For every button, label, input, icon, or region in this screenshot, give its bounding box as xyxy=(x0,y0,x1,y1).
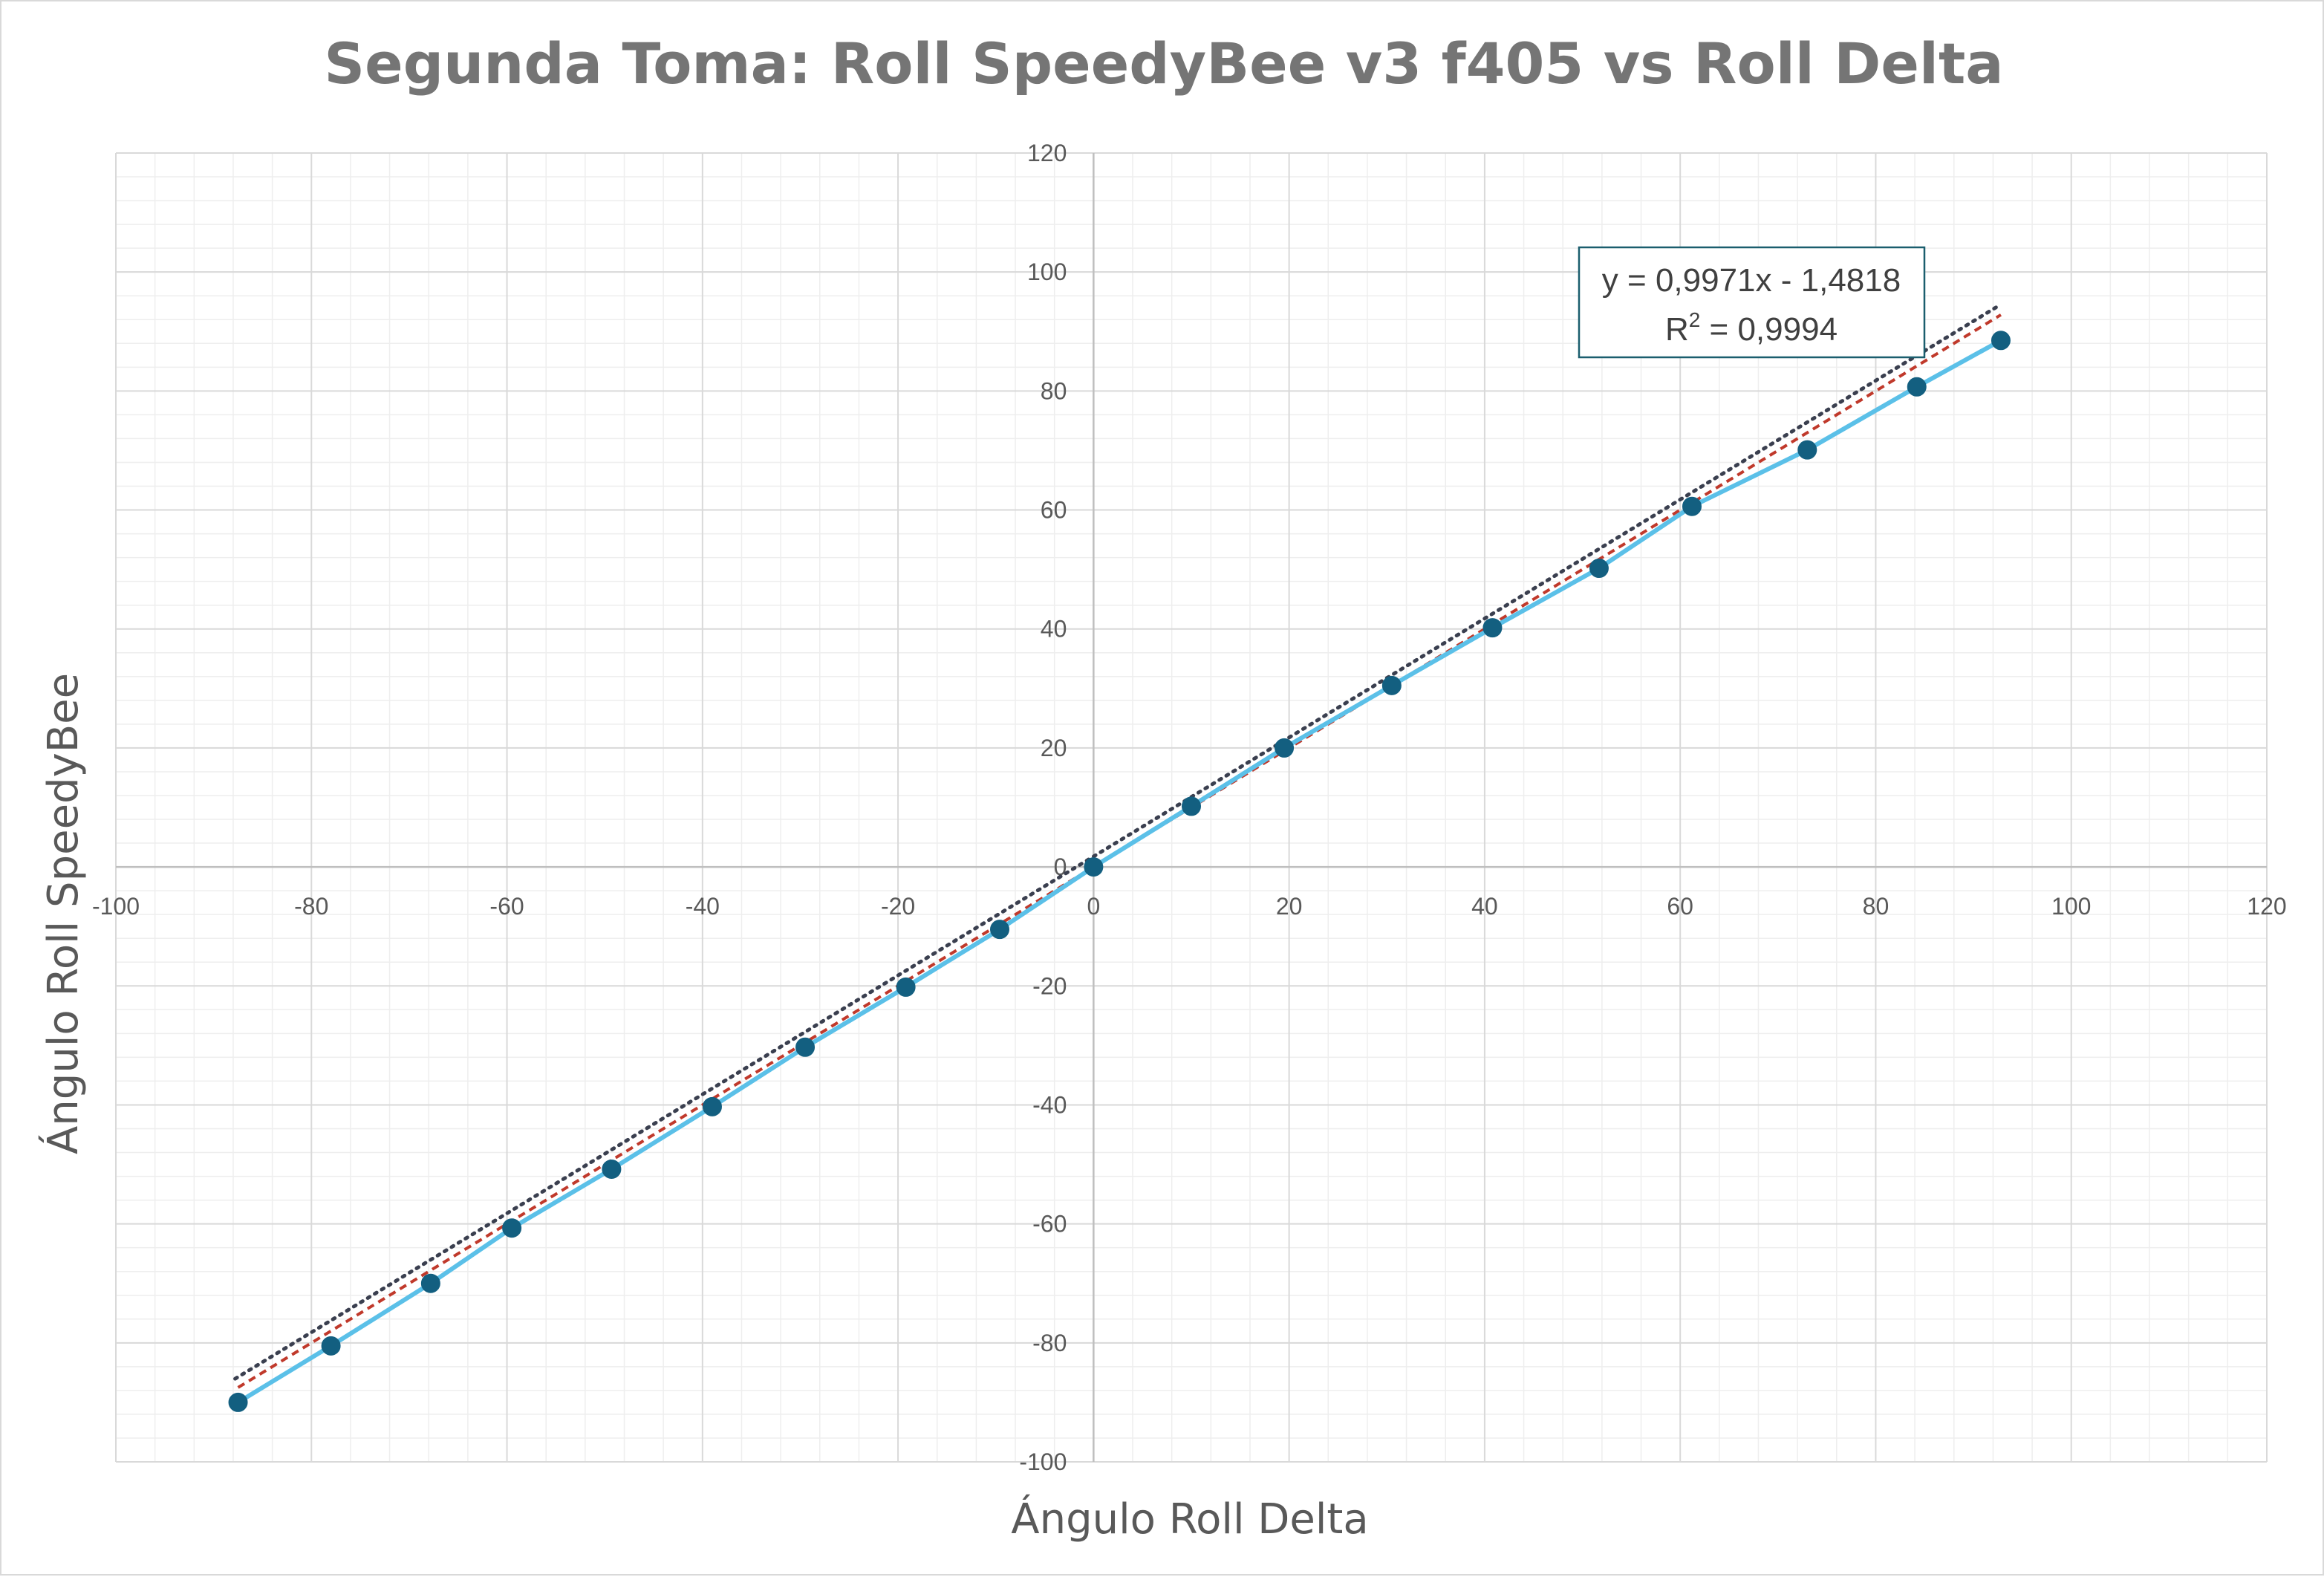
chart-title: Segunda Toma: Roll SpeedyBee v3 f405 vs … xyxy=(324,30,2003,97)
trendline xyxy=(233,302,2003,1381)
data-point xyxy=(989,920,1009,940)
trendline-equation: y = 0,9971x - 1,4818 xyxy=(1602,262,1901,299)
x-tick-labels: -100 -80 -60 -40 -20 0 20 40 60 80 100 120 xyxy=(92,893,2287,920)
data-point xyxy=(228,1392,248,1412)
r-squared-prefix: R xyxy=(1665,311,1689,348)
data-point xyxy=(321,1336,341,1356)
data-point xyxy=(1991,331,2011,351)
x-tick-label: -60 xyxy=(489,893,524,920)
x-tick-label: -100 xyxy=(92,893,140,920)
data-point xyxy=(1589,559,1609,579)
y-tick-labels: -100 -80 -60 -40 -20 0 20 40 60 80 100 120 xyxy=(1019,140,1067,1475)
data-point xyxy=(1907,377,1927,397)
series-polyline xyxy=(235,338,2003,1405)
y-tick-label: 100 xyxy=(1027,259,1067,285)
x-tick-label: -20 xyxy=(881,893,915,920)
identity-line xyxy=(237,313,2002,1389)
y-tick-label: -40 xyxy=(1032,1091,1067,1118)
data-point xyxy=(795,1037,816,1057)
data-point xyxy=(1482,618,1503,638)
data-point xyxy=(1182,796,1201,816)
x-tick-label: 100 xyxy=(2051,893,2091,920)
trendline-path xyxy=(233,302,2003,1381)
axes xyxy=(116,153,2267,1462)
trendline-equation-box: y = 0,9971x - 1,4818 R2 = 0,9994 xyxy=(1578,246,1926,359)
data-points xyxy=(228,331,2011,1412)
x-tick-label: 0 xyxy=(1087,893,1100,920)
data-point xyxy=(1682,496,1702,516)
y-tick-label: -60 xyxy=(1032,1211,1067,1238)
y-tick-label: 20 xyxy=(1041,735,1067,761)
x-tick-label: -80 xyxy=(294,893,328,920)
x-tick-label: 20 xyxy=(1276,893,1303,920)
data-point xyxy=(1275,738,1295,758)
data-point xyxy=(702,1096,722,1116)
series-line xyxy=(235,338,2003,1405)
y-tick-label: 0 xyxy=(1054,853,1067,880)
y-tick-label: -100 xyxy=(1019,1448,1067,1475)
equation-box-border xyxy=(1578,246,1926,359)
data-point xyxy=(1084,857,1104,877)
r-squared-exponent: 2 xyxy=(1689,308,1701,331)
x-tick-label: 60 xyxy=(1667,893,1693,920)
y-tick-label: -80 xyxy=(1032,1330,1067,1356)
x-tick-label: 40 xyxy=(1471,893,1498,920)
x-tick-label: 120 xyxy=(2247,893,2286,920)
r-squared-label: R2 = 0,9994 xyxy=(1665,308,1838,348)
y-tick-label: 40 xyxy=(1041,616,1067,643)
data-point xyxy=(1381,675,1402,695)
y-axis-title: Ángulo Roll SpeedyBee xyxy=(39,673,88,1154)
data-point xyxy=(1797,440,1817,460)
r-squared-value: = 0,9994 xyxy=(1700,311,1838,348)
data-point xyxy=(420,1273,440,1293)
x-tick-label: -40 xyxy=(686,893,720,920)
identity-reference-line xyxy=(237,313,2002,1389)
minor-gridlines xyxy=(115,152,2268,1463)
data-point xyxy=(502,1218,522,1238)
y-tick-label: 80 xyxy=(1041,377,1067,404)
data-point xyxy=(602,1159,622,1179)
y-tick-label: 60 xyxy=(1041,497,1067,524)
y-tick-label: 120 xyxy=(1027,140,1067,166)
data-point xyxy=(896,977,916,997)
x-tick-label: 80 xyxy=(1863,893,1890,920)
y-tick-label: -20 xyxy=(1032,972,1067,999)
x-axis-title: Ángulo Roll Delta xyxy=(1011,1495,1368,1544)
